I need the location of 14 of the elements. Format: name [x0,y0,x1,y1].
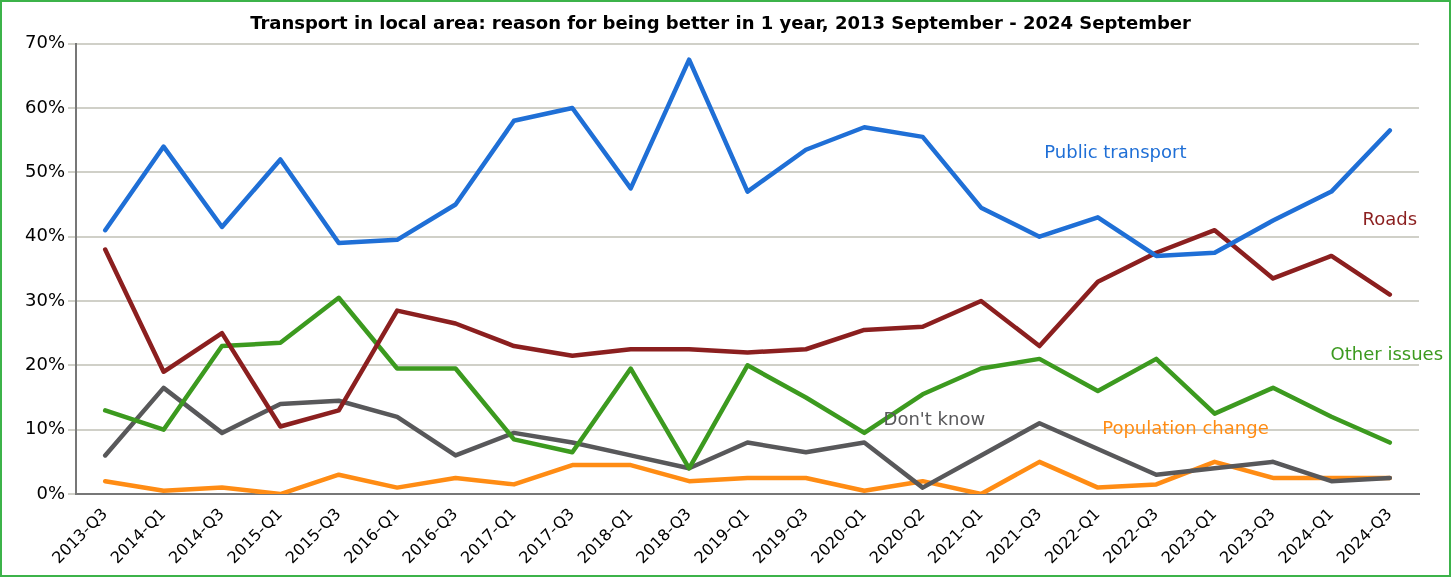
y-tick-label: 50% [24,159,66,181]
y-tick-label: 20% [24,353,66,375]
y-tick-label: 30% [24,288,66,310]
text: Roads [1362,208,1418,230]
y-tick-label: 0% [36,481,66,503]
text: Other issues [1330,343,1443,365]
series-label: Don't know [883,407,986,429]
text: Population change [1102,417,1269,439]
y-tick-label: 60% [24,95,66,117]
y-tick-label: 70% [24,31,66,53]
chart-title: Transport in local area: reason for being better in 1 year, 2013 September - 2024 September [250,12,1191,34]
y-tick-label: 10% [24,417,66,439]
y-tick-label: 40% [24,224,66,246]
text: Public transport [1044,140,1187,162]
